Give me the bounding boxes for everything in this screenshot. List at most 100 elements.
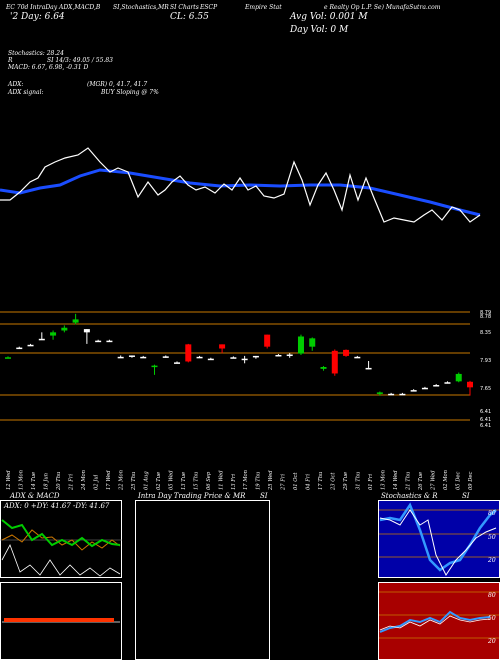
close-price: CL: 6.55 bbox=[170, 12, 209, 22]
candle-body bbox=[309, 338, 316, 347]
rsi-level-80: 80 bbox=[488, 592, 496, 599]
candle-body bbox=[241, 358, 248, 361]
date-tick: 27 Wed bbox=[431, 470, 437, 491]
date-tick: 02 Tue bbox=[156, 472, 162, 490]
candle-body bbox=[252, 355, 259, 358]
date-tick: 09 Dec bbox=[468, 472, 474, 490]
buy-signal: BUY Sloping @ 7% bbox=[101, 89, 159, 96]
date-tick: 13 Mon bbox=[381, 470, 387, 490]
adx-panel-values: ADX: 0 +DY: 41.67 -DY: 41.67 bbox=[4, 502, 110, 510]
date-tick: 25 Thu bbox=[131, 472, 137, 491]
day-price: '2 Day: 6.64 bbox=[10, 12, 65, 22]
candle-body bbox=[83, 329, 90, 333]
date-tick: 22 Mon bbox=[118, 470, 124, 491]
date-tick: 17 Wed bbox=[106, 470, 112, 490]
date-tick: 21 Fri bbox=[68, 474, 74, 491]
date-tick: 26 Tue bbox=[418, 472, 424, 491]
candle-body bbox=[455, 373, 462, 382]
stoch-k-line bbox=[379, 502, 497, 572]
stoch-level-50: 50 bbox=[488, 534, 496, 541]
stoch-panel-si: SI bbox=[462, 492, 470, 500]
date-tick: 21 Thu bbox=[406, 472, 412, 491]
price-axis-tick: 8.35 bbox=[480, 330, 491, 336]
stochastics-readout: Stochastics: 28.24 bbox=[8, 50, 64, 57]
header-indicators: SI,Stochastics,MR bbox=[113, 4, 169, 11]
date-tick: 27 Fri bbox=[281, 474, 287, 491]
candle-body bbox=[365, 367, 372, 370]
rsi-level-50: 50 bbox=[488, 615, 496, 622]
price-axis-tick: 7.93 bbox=[480, 358, 491, 364]
candle-body bbox=[297, 336, 304, 354]
candle-body bbox=[95, 340, 102, 343]
candle-body bbox=[343, 349, 350, 356]
date-tick: 19 Thu bbox=[256, 472, 262, 490]
candle-body bbox=[376, 392, 383, 394]
date-tick: 05 Dec bbox=[456, 472, 462, 490]
candle-body bbox=[354, 356, 361, 359]
candle-body bbox=[72, 319, 79, 323]
moving-average-line bbox=[0, 168, 481, 217]
rsi-signal-line bbox=[379, 615, 491, 631]
rsi-readout: SI 14/3: 49.05 / 55.83 bbox=[47, 57, 113, 64]
header-company-1: Empire Stat bbox=[245, 4, 282, 11]
adx-panel-title: ADX & MACD bbox=[10, 492, 60, 500]
date-tick: 18 Jun bbox=[43, 473, 49, 490]
header-company-2: e Realty Op L.P. Se) MunafaSutra.com bbox=[324, 4, 441, 11]
stochastics-panel bbox=[378, 500, 500, 578]
avg-volume: Avg Vol: 0.001 M bbox=[290, 12, 368, 22]
stoch-d-line bbox=[379, 509, 497, 576]
adx-minus-di-line bbox=[1, 529, 121, 551]
price-line bbox=[0, 147, 481, 223]
date-tick: 13 Fri bbox=[231, 474, 237, 490]
candle-body bbox=[275, 354, 282, 357]
date-tick: 01 Oct bbox=[293, 472, 299, 490]
candle-body bbox=[219, 344, 226, 349]
date-tick: 02 Jul bbox=[93, 474, 99, 490]
candle-body bbox=[27, 344, 34, 347]
stoch-level-80: 80 bbox=[488, 510, 496, 517]
stoch-level-20: 20 bbox=[488, 557, 496, 564]
candle-body bbox=[162, 356, 169, 358]
candle-body bbox=[151, 365, 158, 368]
candle-body bbox=[38, 338, 45, 341]
header-charts: SI Charts bbox=[170, 4, 199, 11]
date-tick: 29 Tue bbox=[343, 472, 349, 491]
candle-body bbox=[128, 355, 135, 357]
date-tick: 24 Mon bbox=[81, 470, 87, 491]
date-tick: 17 Thu bbox=[318, 472, 324, 490]
date-tick: 12 Wed bbox=[6, 470, 12, 490]
candle-body bbox=[264, 334, 271, 347]
candle-body bbox=[16, 347, 23, 350]
candle-body bbox=[399, 393, 406, 396]
price-axis-tick: 6.41 bbox=[480, 409, 491, 415]
date-tick: 01 Fri bbox=[368, 474, 374, 490]
date-tick: 06 Sep bbox=[206, 471, 212, 490]
macd-histogram bbox=[4, 618, 114, 622]
intraday-panel-title: Intra Day Trading Price & MR bbox=[138, 492, 246, 500]
day-volume: Day Vol: 0 M bbox=[290, 25, 349, 35]
candle-body bbox=[50, 332, 57, 336]
candle-body bbox=[5, 357, 11, 359]
candle-body bbox=[207, 358, 214, 361]
date-tick: 14 Wed bbox=[393, 470, 399, 490]
adx-plus-di-line bbox=[1, 519, 121, 548]
candle-body bbox=[230, 357, 237, 359]
header-symbol: ESCP bbox=[200, 4, 218, 11]
candle-body bbox=[117, 356, 124, 359]
adx-line bbox=[1, 544, 121, 577]
rsi-label: R bbox=[8, 57, 13, 64]
date-tick: 15 Thu bbox=[193, 472, 199, 490]
date-tick: 17 Mon bbox=[243, 470, 249, 490]
date-tick: 14 Tue bbox=[31, 472, 37, 490]
macd-readout: MACD: 6.67, 6.98, -0.31 D bbox=[8, 64, 89, 71]
price-axis-tick: 7.65 bbox=[480, 386, 491, 392]
date-tick: 13 Mon bbox=[18, 470, 24, 490]
candle-body bbox=[331, 350, 338, 374]
rsi-level-20: 20 bbox=[488, 638, 496, 645]
mgr-readout: (MGR) 0, 41.7, 41.7 bbox=[87, 81, 148, 88]
rsi-line bbox=[379, 610, 491, 633]
price-axis-tick: 8.79 bbox=[480, 310, 491, 316]
candle-body bbox=[444, 382, 451, 384]
date-tick: 02 Mon bbox=[443, 470, 449, 490]
